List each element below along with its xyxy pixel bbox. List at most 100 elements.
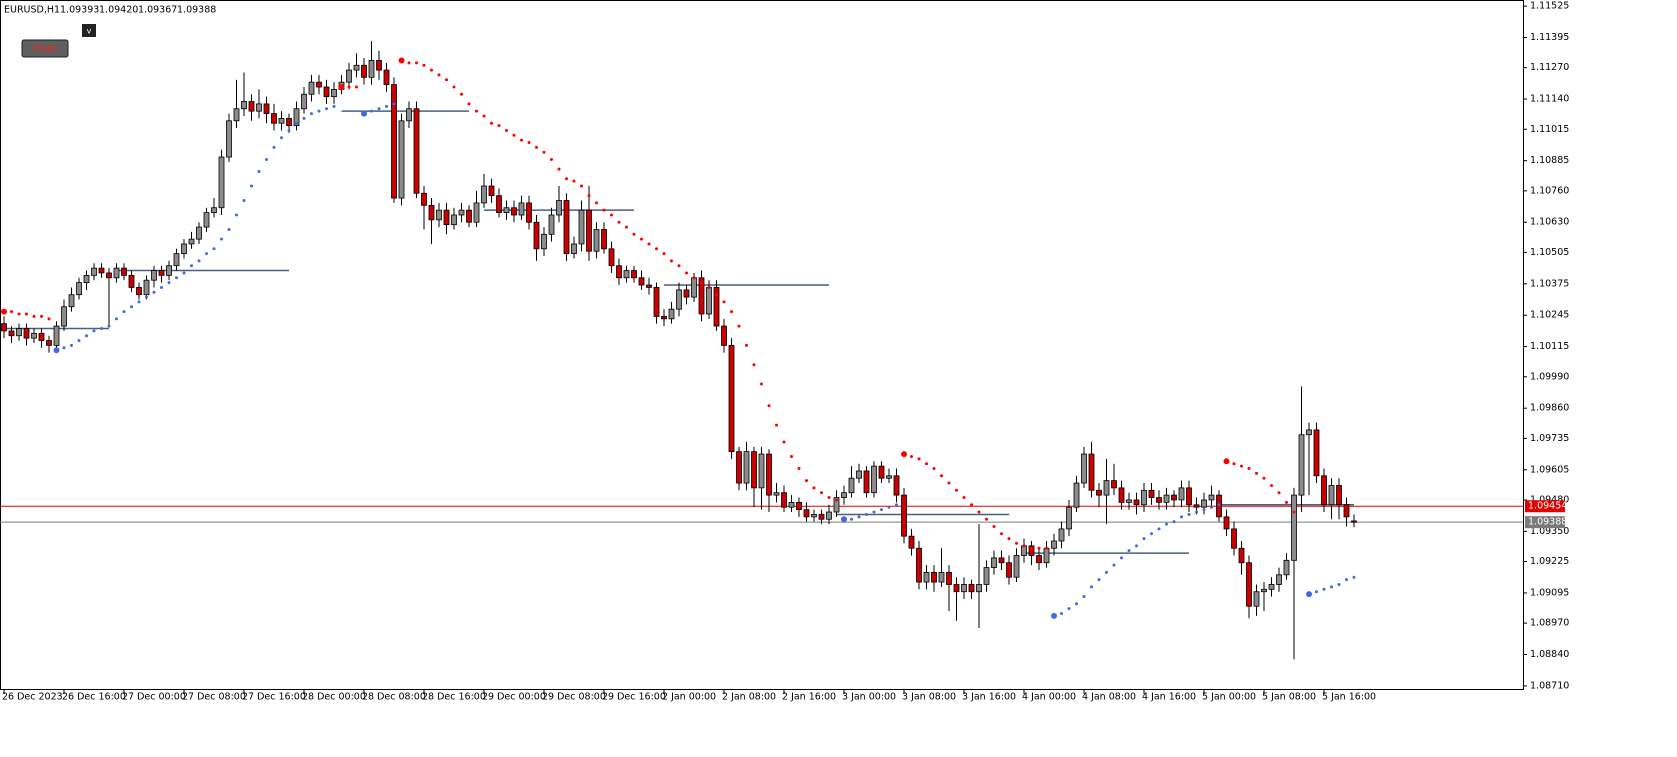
candle-body: [61, 306, 67, 327]
sar-dot: [1270, 483, 1273, 487]
menu-button-label[interactable]: v: [87, 27, 92, 36]
sar-dot: [130, 305, 133, 309]
candle-body: [1186, 487, 1192, 506]
candle-body: [563, 200, 570, 255]
candle-body: [1283, 559, 1290, 576]
x-tick-label: 26 Dec 16:00: [62, 692, 126, 703]
sar-dot: [947, 481, 951, 485]
sar-dot: [152, 290, 156, 294]
sar-dot: [992, 525, 996, 529]
sar-dot: [17, 312, 21, 316]
sar-dot: [610, 213, 613, 217]
sar-dot: [437, 73, 441, 77]
candle-body: [413, 108, 420, 194]
sar-dot: [220, 237, 223, 241]
sar-dot: [1240, 464, 1243, 468]
candle-body: [1133, 499, 1140, 506]
candle-body: [106, 272, 112, 279]
candle-body: [901, 494, 907, 537]
sar-dot: [685, 271, 688, 275]
ask-label: 1.09454: [1528, 501, 1567, 512]
sar-dot: [1277, 491, 1281, 495]
plot-frame: [0, 0, 1524, 690]
candle-body: [601, 229, 607, 250]
sar-dot: [1112, 563, 1116, 567]
sar-dot: [85, 334, 88, 338]
candle-body: [826, 511, 832, 520]
candle-body: [1111, 480, 1117, 489]
sar-dot: [1223, 458, 1230, 465]
candle-body: [743, 451, 750, 484]
sar-dot: [1292, 510, 1296, 514]
candle-body: [218, 156, 225, 209]
sar-dot: [1202, 508, 1206, 512]
sar-dot: [1142, 537, 1146, 541]
sar-dot: [1051, 612, 1057, 619]
candle-body: [226, 120, 232, 158]
candle-body: [278, 117, 285, 124]
sar-dot: [377, 107, 381, 111]
sar-dot: [265, 157, 268, 161]
candle-body: [1268, 584, 1275, 590]
y-tick-label: 1.09605: [1530, 464, 1569, 475]
sar-dot: [40, 314, 43, 318]
sar-dot: [445, 78, 448, 82]
sar-dot: [677, 264, 681, 268]
y-tick-label: 1.08710: [1530, 680, 1569, 691]
sar-dot: [820, 491, 823, 495]
sar-dot: [1217, 503, 1221, 507]
candle-body: [1193, 504, 1200, 508]
candle-body: [1141, 489, 1147, 506]
sar-dot: [1285, 500, 1288, 504]
sar-dot: [1210, 505, 1213, 509]
sar-dot: [535, 145, 538, 149]
y-tick-label: 1.08840: [1530, 649, 1569, 660]
sar-dot: [25, 312, 28, 316]
candle-body: [646, 284, 652, 288]
candle-body: [1313, 429, 1320, 477]
x-tick-label: 27 Dec 08:00: [182, 692, 246, 703]
candle-body: [623, 270, 630, 279]
candle-body: [683, 289, 690, 298]
x-tick-label: 29 Dec 16:00: [602, 692, 666, 703]
sar-dot: [347, 85, 351, 89]
sar-dot: [32, 314, 36, 318]
sar-dot: [782, 440, 786, 444]
sar-dot: [490, 121, 493, 125]
candle-body: [83, 274, 90, 284]
sar-dot: [917, 457, 921, 461]
sar-dot: [955, 488, 958, 492]
sar-dot: [100, 326, 103, 330]
sar-dot: [962, 496, 966, 500]
sar-dot: [1330, 585, 1333, 589]
sar-dot: [925, 462, 928, 466]
sar-dot: [160, 285, 163, 289]
sar-dot: [1306, 591, 1312, 598]
candle-body: [1261, 588, 1267, 593]
candle-body: [331, 89, 337, 98]
sar-dot: [10, 310, 13, 314]
candle-body: [1328, 485, 1335, 506]
y-tick-label: 1.11015: [1530, 124, 1569, 135]
candle-body: [128, 274, 135, 288]
candle-body: [256, 103, 262, 112]
sar-dot: [812, 486, 816, 490]
sar-dot: [625, 225, 628, 229]
candle-body: [383, 69, 390, 85]
candle-body: [53, 325, 60, 346]
candle-body: [196, 226, 202, 240]
candle-body: [68, 294, 75, 308]
pivot-button-label[interactable]: Pivot: [33, 44, 57, 55]
candle-body: [841, 492, 847, 498]
candle-body: [1223, 516, 1230, 530]
menu-button[interactable]: [82, 24, 96, 37]
x-tick-label: 3 Jan 08:00: [902, 692, 956, 703]
candle-body: [376, 60, 382, 71]
candle-body: [1058, 528, 1065, 542]
sar-dot: [355, 85, 358, 89]
sar-dot: [632, 232, 636, 236]
sar-dot: [1352, 575, 1356, 579]
candle-body: [76, 282, 82, 296]
pivot-button[interactable]: [21, 39, 69, 58]
sar-dot: [760, 382, 763, 386]
